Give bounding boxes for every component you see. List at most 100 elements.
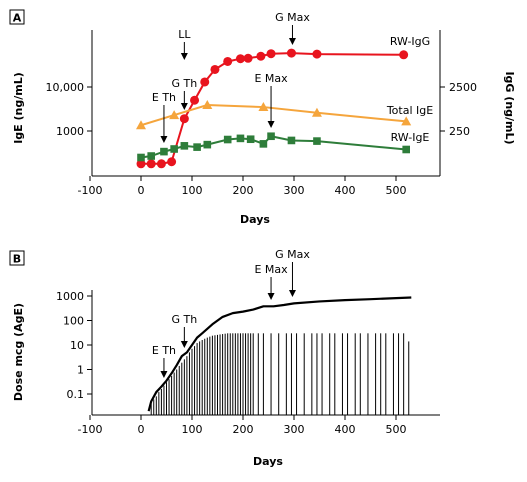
x-tick-label: 400 [335, 423, 356, 436]
data-point [179, 114, 189, 124]
annotation-arrow-head [160, 371, 168, 378]
data-point [311, 107, 322, 117]
y-tick-label: 10 [70, 339, 84, 352]
x-tick-label: -100 [78, 184, 103, 197]
y-tick-label: 1000 [56, 290, 84, 303]
panel-b-annotations: E Th G Th E Max G Max [152, 248, 310, 378]
data-point [200, 77, 210, 87]
y-tick-label: 100 [63, 315, 84, 328]
annotation-arrow-head [180, 53, 188, 60]
data-point [136, 159, 146, 169]
cumulative-dose-line [147, 296, 412, 412]
annotation-label: G Max [275, 248, 310, 261]
data-point [223, 135, 232, 144]
x-tick-label: 200 [233, 184, 254, 197]
data-point [258, 102, 269, 112]
panel-b-badge [9, 250, 25, 266]
data-point [170, 145, 178, 153]
y2-tick-label: 250 [449, 125, 470, 138]
annotation-label: E Max [254, 72, 288, 85]
data-point [156, 159, 166, 169]
panel-a-ylabel: IgE (ng/mL) [12, 72, 25, 144]
annotation-arrow-head [180, 103, 188, 110]
series-label: RW-IgG [390, 35, 430, 48]
y-tick-label: 10,000 [46, 81, 85, 94]
data-point [169, 110, 180, 120]
data-point [286, 48, 296, 58]
y-tick-label: 0.1 [67, 388, 85, 401]
x-tick-label: 500 [386, 184, 407, 197]
x-tick-label: 200 [233, 423, 254, 436]
y2-tick-label: 2500 [449, 81, 477, 94]
annotation-label: G Max [275, 11, 310, 24]
data-point [267, 132, 275, 141]
data-point [399, 50, 409, 60]
x-tick-label: -100 [78, 423, 103, 436]
data-point [147, 152, 155, 160]
data-point [235, 54, 245, 64]
panel-a-xlabel: Days [240, 213, 270, 226]
data-point [236, 134, 245, 143]
data-point [193, 143, 201, 151]
annotation-label: E Max [254, 263, 288, 276]
panel-b-xlabel: Days [253, 455, 283, 468]
y-tick-label: 1 [77, 364, 84, 377]
data-point [401, 116, 412, 126]
data-point [256, 51, 266, 61]
data-point [160, 147, 168, 156]
panel-a-annotations: E Th LL G Th E Max G Max [152, 11, 310, 143]
panel-a: A -100 0 100 200 300 400 500100010,0002502500 … [9, 9, 516, 226]
panel-a-label: A [13, 12, 22, 25]
x-tick-label: 0 [138, 184, 145, 197]
annotation-label: G Th [171, 313, 197, 326]
data-point [210, 64, 220, 74]
annotation-arrow-head [267, 121, 275, 128]
panel-a-series: RW-IgG Total IgE RW-IgE [136, 35, 433, 169]
annotation-arrow-head [267, 293, 275, 300]
series-line-total-ige [140, 103, 407, 127]
x-tick-label: 500 [386, 423, 407, 436]
panel-b: B -100 0 100 200 300 400 500 0.1 1 10 100 1000 E Th… [9, 248, 440, 468]
y-tick-label: 1000 [56, 125, 84, 138]
x-tick-label: 300 [284, 423, 305, 436]
data-point [190, 95, 200, 105]
data-point [203, 140, 212, 149]
series-label: Total IgE [386, 104, 433, 117]
data-point [243, 53, 253, 63]
panel-b-ticks: -100 0 100 200 300 400 500 0.1 1 10 100 1000 [56, 290, 407, 436]
x-tick-label: 300 [284, 184, 305, 197]
x-tick-label: 100 [182, 184, 203, 197]
panel-a-ticks: -100 0 100 200 300 400 500 1000 10,000 250 2500 [46, 81, 478, 197]
data-point [223, 56, 233, 66]
annotation-arrow-head [288, 290, 296, 297]
panel-a-badge [9, 9, 25, 25]
x-tick-label: 100 [182, 423, 203, 436]
annotation-arrow-head [180, 341, 188, 348]
series-label: RW-IgE [391, 131, 430, 144]
data-point [202, 99, 213, 109]
data-point [137, 153, 145, 162]
annotation-label: E Th [152, 91, 176, 104]
data-point [313, 137, 321, 145]
panel-a-y2label: IgG (ng/mL) [503, 71, 516, 144]
data-point [136, 120, 146, 130]
annotation-label: E Th [152, 344, 176, 357]
annotation-arrow-head [160, 136, 168, 143]
series-line-rw-igg [141, 52, 404, 165]
data-point [287, 136, 296, 145]
panel-b-series [147, 296, 412, 415]
annotation-label: LL [178, 28, 191, 41]
data-point [266, 49, 276, 59]
panel-b-ylabel: Dose mcg (AgE) [12, 303, 25, 401]
data-point [146, 159, 156, 169]
panel-b-label: B [13, 253, 21, 266]
x-tick-label: 400 [335, 184, 356, 197]
data-point [246, 135, 255, 144]
data-point [402, 145, 410, 154]
x-tick-label: 0 [138, 423, 145, 436]
data-point [312, 49, 322, 59]
data-point [259, 140, 268, 148]
annotation-label: G Th [171, 77, 197, 90]
data-point [167, 157, 177, 167]
